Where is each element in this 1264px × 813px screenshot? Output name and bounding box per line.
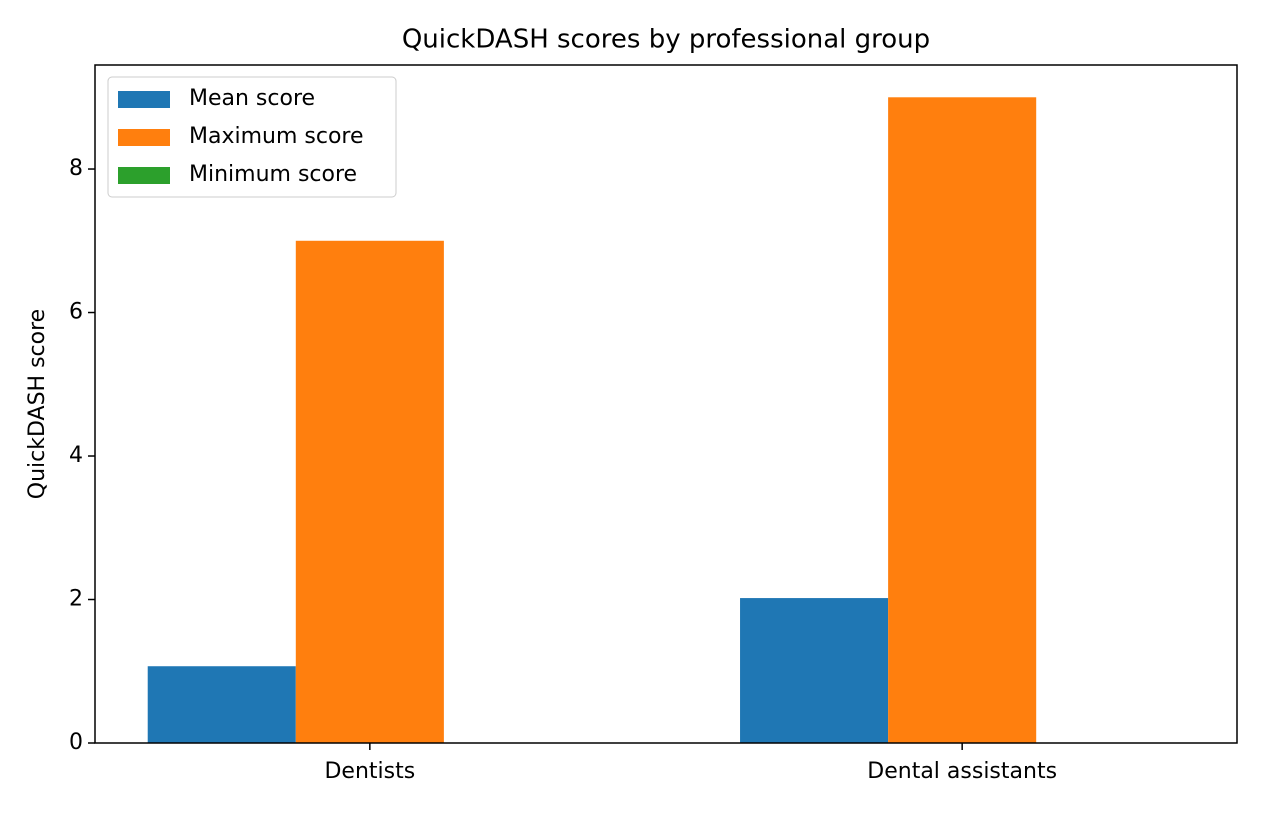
bar [295, 240, 444, 743]
legend-label: Maximum score [189, 124, 364, 149]
y-tick-label: 8 [69, 156, 83, 181]
bar [147, 666, 296, 743]
plot-frame [94, 64, 1238, 744]
y-axis-label: QuickDASH score [25, 309, 50, 499]
legend-swatch [118, 129, 170, 146]
y-tick-label: 4 [69, 443, 83, 468]
y-tick-label: 2 [69, 587, 83, 612]
bar [888, 97, 1037, 744]
legend-swatch [118, 167, 170, 184]
legend-box [107, 76, 397, 198]
y-tick-label: 0 [69, 730, 83, 755]
bar [740, 598, 889, 743]
chart-title: QuickDASH scores by professional group [402, 25, 930, 55]
legend-swatch [118, 91, 170, 108]
legend-label: Minimum score [189, 162, 357, 187]
x-tick-label: Dentists [324, 759, 415, 784]
legend-label: Mean score [189, 86, 315, 111]
y-tick-label: 6 [69, 300, 83, 325]
x-tick-label: Dental assistants [867, 759, 1057, 784]
